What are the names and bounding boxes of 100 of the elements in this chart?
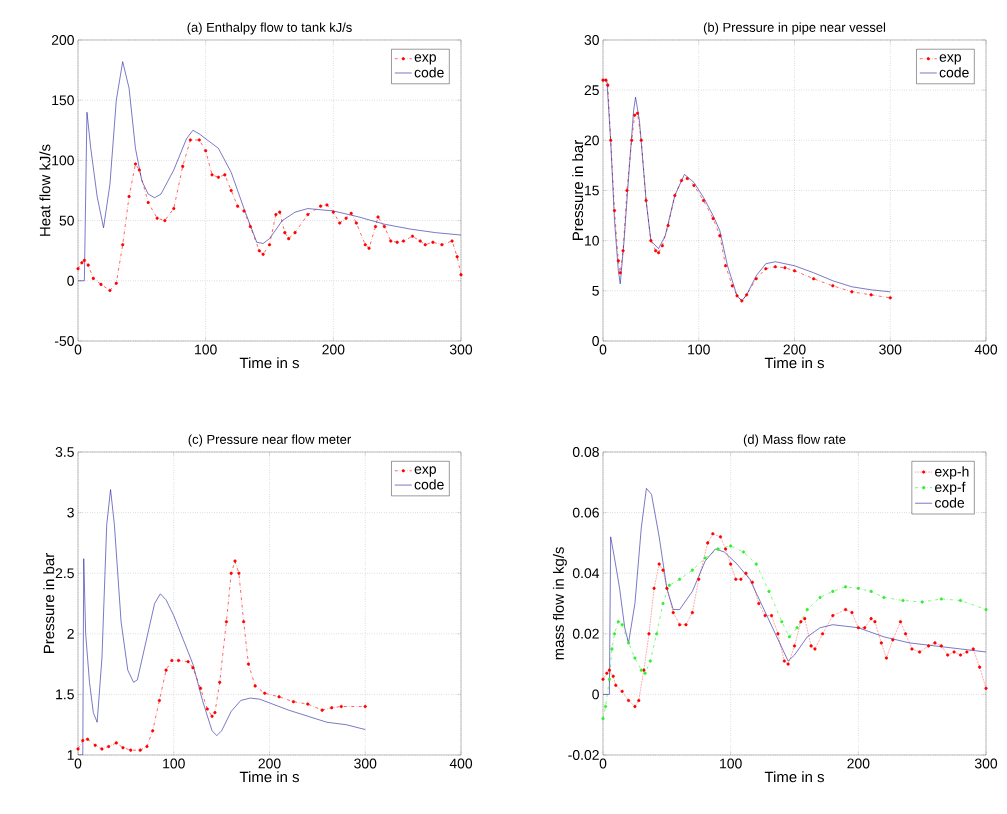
point xyxy=(745,293,749,297)
x-tick-label: 200 xyxy=(258,758,281,769)
y-tick-label: 200 xyxy=(51,35,74,45)
legend-label: exp xyxy=(414,466,436,477)
x-tick-label: 100 xyxy=(688,344,710,355)
x-tick-label: 100 xyxy=(163,758,185,769)
point xyxy=(901,598,905,603)
x-tick-label: 0 xyxy=(74,758,82,769)
x-axis-title: Time in s xyxy=(764,357,824,369)
point xyxy=(850,290,854,294)
y-axis-title: Pressure in bar xyxy=(572,140,584,240)
point xyxy=(157,698,161,703)
point xyxy=(606,83,610,87)
point xyxy=(181,164,185,169)
legend-label: code xyxy=(935,497,965,508)
point xyxy=(223,173,227,177)
point xyxy=(331,210,335,214)
x-tick-label: 0 xyxy=(74,344,82,355)
point xyxy=(163,219,167,223)
point xyxy=(197,138,201,142)
point xyxy=(338,221,342,225)
point xyxy=(711,216,715,221)
point xyxy=(764,267,768,271)
point xyxy=(856,586,860,590)
y-tick-label: 0 xyxy=(592,336,599,346)
point xyxy=(263,691,267,695)
point xyxy=(354,221,358,225)
x-tick-label: 300 xyxy=(974,758,998,769)
point xyxy=(649,239,653,243)
point xyxy=(246,662,251,666)
point xyxy=(291,700,296,704)
point xyxy=(146,200,150,205)
point xyxy=(82,258,86,262)
y-tick-label: 10 xyxy=(585,235,599,246)
point xyxy=(423,243,427,247)
point xyxy=(805,607,809,612)
point xyxy=(780,620,784,624)
point xyxy=(274,212,278,217)
point xyxy=(831,589,835,593)
point xyxy=(812,277,816,281)
point xyxy=(635,111,640,115)
point xyxy=(229,571,233,575)
point xyxy=(306,212,310,217)
point xyxy=(625,188,629,193)
point xyxy=(172,206,176,211)
point xyxy=(242,209,246,213)
y-tick-label: 15 xyxy=(585,185,599,196)
point xyxy=(401,239,406,243)
point xyxy=(99,282,103,286)
point xyxy=(723,264,728,268)
y-tick-label: -0.02 xyxy=(568,750,599,760)
point xyxy=(440,243,444,247)
point xyxy=(216,175,221,179)
point xyxy=(773,265,777,269)
y-axis-title: Pressure in bar xyxy=(43,553,55,653)
point xyxy=(210,173,214,177)
point xyxy=(213,710,217,715)
point xyxy=(621,249,625,253)
x-tick-label: 200 xyxy=(783,344,806,355)
point xyxy=(108,288,112,293)
point xyxy=(145,744,149,749)
point xyxy=(783,266,787,270)
point xyxy=(661,601,665,606)
point xyxy=(792,269,797,273)
point xyxy=(654,249,658,253)
point xyxy=(76,747,80,751)
point xyxy=(344,216,348,220)
point xyxy=(888,296,892,300)
y-tick-label: 0.04 xyxy=(572,568,600,579)
point xyxy=(410,234,415,238)
point xyxy=(767,589,771,593)
point xyxy=(601,78,605,82)
point xyxy=(283,231,287,235)
point xyxy=(612,208,617,213)
point xyxy=(450,239,454,243)
point xyxy=(958,598,963,603)
x-tick-label: 0 xyxy=(599,758,607,769)
x-tick-label: 0 xyxy=(599,344,607,355)
point xyxy=(459,273,463,277)
point xyxy=(293,231,297,235)
y-tick-label: 25 xyxy=(584,85,599,96)
point xyxy=(455,255,459,259)
point xyxy=(644,198,648,203)
y-axis-title: mass flow in kg/s xyxy=(552,547,567,660)
point xyxy=(616,620,620,624)
point xyxy=(690,568,694,572)
legend-label: exp xyxy=(939,54,961,65)
point xyxy=(730,284,734,288)
point xyxy=(86,263,90,267)
legend-label: exp-h xyxy=(935,466,969,480)
point xyxy=(164,668,168,672)
point xyxy=(603,704,608,709)
chart-title: (a) Enthalpy flow to tank kJ/s xyxy=(187,22,352,35)
x-axis-title: Time in s xyxy=(764,771,824,783)
point xyxy=(382,225,386,229)
point xyxy=(741,550,746,554)
point xyxy=(129,748,133,752)
point xyxy=(703,556,707,560)
point xyxy=(191,666,195,670)
point xyxy=(604,78,608,82)
